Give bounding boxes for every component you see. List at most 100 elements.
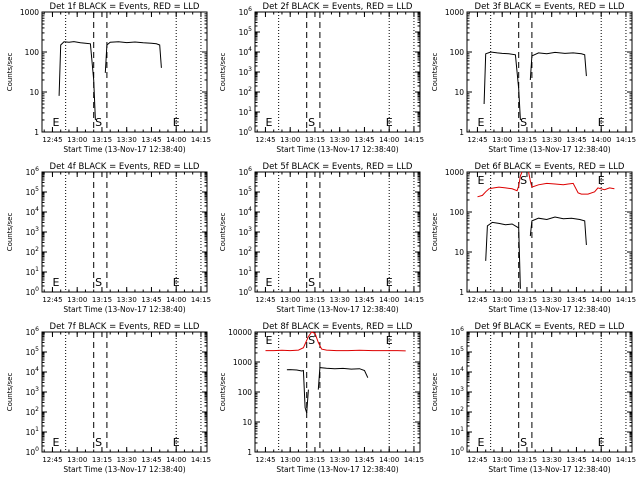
x-tick-label: 14:00 bbox=[591, 456, 611, 464]
y-tick-label: 10 bbox=[454, 248, 464, 257]
y-tick-label: 10 bbox=[454, 88, 464, 97]
y-axis-label: Counts/sec bbox=[6, 373, 14, 412]
detector-panel-4: Det 4f BLACK = Events, RED = LLD 100 101 10… bbox=[6, 162, 211, 314]
marker-label: E bbox=[598, 116, 605, 129]
marker-label: E bbox=[173, 436, 180, 449]
x-tick-label: 13:30 bbox=[330, 456, 350, 464]
x-axis-label: Start Time (13-Nov-17 12:38:40) bbox=[63, 465, 185, 474]
events-series-line bbox=[317, 367, 369, 390]
y-axis-label: Counts/sec bbox=[219, 213, 227, 252]
x-tick-label: 13:45 bbox=[354, 296, 374, 304]
x-tick-label: 13:45 bbox=[141, 136, 161, 144]
y-tick-label: 102 bbox=[239, 246, 253, 257]
lld-series-line bbox=[477, 171, 523, 198]
y-axis-label: Counts/sec bbox=[431, 373, 439, 412]
y-tick-label: 101 bbox=[451, 426, 465, 437]
x-tick-label: 13:00 bbox=[492, 456, 512, 464]
x-tick-label: 12:45 bbox=[42, 136, 62, 144]
y-tick-label: 1000 bbox=[445, 8, 464, 17]
y-tick-label: 103 bbox=[239, 226, 253, 237]
x-axis-label: Start Time (13-Nov-17 12:38:40) bbox=[488, 305, 610, 314]
x-tick-label: 14:15 bbox=[191, 456, 211, 464]
x-tick-label: 12:45 bbox=[255, 456, 275, 464]
y-tick-label: 102 bbox=[451, 406, 465, 417]
x-tick-label: 14:00 bbox=[591, 296, 611, 304]
y-axis-label: Counts/sec bbox=[6, 213, 14, 252]
y-axis-label: Counts/sec bbox=[219, 373, 227, 412]
x-tick-label: 12:45 bbox=[42, 296, 62, 304]
y-tick-label: 106 bbox=[451, 326, 465, 337]
x-tick-label: 14:15 bbox=[616, 136, 636, 144]
x-tick-label: 12:45 bbox=[467, 136, 487, 144]
plot-frame bbox=[41, 11, 208, 133]
y-tick-label: 100 bbox=[238, 388, 253, 397]
y-tick-label: 101 bbox=[239, 106, 253, 117]
y-tick-label: 101 bbox=[26, 426, 40, 437]
panel-title: Det 8f BLACK = Events, RED = LLD bbox=[263, 322, 413, 332]
y-tick-label: 105 bbox=[26, 346, 40, 357]
x-tick-label: 14:00 bbox=[379, 296, 399, 304]
marker-label: S bbox=[520, 436, 527, 449]
panel-title: Det 3f BLACK = Events, RED = LLD bbox=[475, 2, 625, 12]
marker-label: E bbox=[265, 116, 272, 129]
x-tick-label: 13:30 bbox=[542, 296, 562, 304]
x-tick-label: 14:15 bbox=[191, 136, 211, 144]
x-tick-label: 14:00 bbox=[166, 296, 186, 304]
y-tick-label: 100 bbox=[25, 48, 40, 57]
x-tick-label: 14:15 bbox=[404, 136, 424, 144]
marker-label: E bbox=[386, 116, 393, 129]
y-tick-label: 105 bbox=[451, 346, 465, 357]
y-tick-label: 10 bbox=[242, 418, 252, 427]
events-series-line bbox=[529, 216, 587, 246]
plot-frame bbox=[254, 171, 421, 293]
events-series-line bbox=[485, 221, 521, 289]
x-tick-label: 13:45 bbox=[566, 136, 586, 144]
x-tick-label: 14:00 bbox=[379, 136, 399, 144]
x-tick-label: 13:00 bbox=[67, 456, 87, 464]
x-tick-label: 12:45 bbox=[467, 296, 487, 304]
marker-label: S bbox=[520, 174, 527, 187]
x-tick-label: 13:00 bbox=[67, 136, 87, 144]
marker-label: E bbox=[598, 436, 605, 449]
y-tick-label: 100 bbox=[239, 126, 253, 137]
x-tick-label: 13:00 bbox=[280, 296, 300, 304]
x-tick-label: 13:45 bbox=[566, 456, 586, 464]
marker-label: E bbox=[265, 276, 272, 289]
x-tick-label: 13:00 bbox=[280, 136, 300, 144]
y-tick-label: 103 bbox=[26, 386, 40, 397]
y-axis-label: Counts/sec bbox=[6, 53, 14, 92]
detector-panel-9: Det 9f BLACK = Events, RED = LLD 100 101 10… bbox=[431, 322, 636, 474]
y-tick-label: 106 bbox=[239, 166, 253, 177]
y-tick-label: 104 bbox=[26, 206, 40, 217]
x-tick-label: 13:15 bbox=[92, 296, 112, 304]
x-tick-label: 12:45 bbox=[255, 136, 275, 144]
events-series-line bbox=[529, 51, 587, 81]
y-tick-label: 100 bbox=[26, 286, 40, 297]
marker-label: E bbox=[386, 276, 393, 289]
plot-frame bbox=[41, 171, 208, 293]
y-tick-label: 1000 bbox=[233, 358, 252, 367]
y-tick-label: 104 bbox=[239, 46, 253, 57]
panel-title: Det 4f BLACK = Events, RED = LLD bbox=[50, 162, 200, 172]
detector-panel-1: Det 1f BLACK = Events, RED = LLD 1 10 100 10… bbox=[6, 2, 211, 154]
y-tick-label: 100 bbox=[26, 446, 40, 457]
x-tick-label: 14:15 bbox=[404, 456, 424, 464]
y-tick-label: 1 bbox=[459, 288, 464, 297]
y-axis-label: Counts/sec bbox=[219, 53, 227, 92]
y-tick-label: 101 bbox=[26, 266, 40, 277]
plot-frame bbox=[466, 331, 633, 453]
lld-series-line bbox=[528, 171, 615, 195]
plot-frame bbox=[41, 331, 208, 453]
x-tick-label: 13:30 bbox=[117, 456, 137, 464]
x-tick-label: 13:30 bbox=[117, 136, 137, 144]
x-tick-label: 14:15 bbox=[616, 296, 636, 304]
detector-panel-2: Det 2f BLACK = Events, RED = LLD 100 101 10… bbox=[219, 2, 424, 154]
x-tick-label: 13:15 bbox=[92, 136, 112, 144]
x-tick-label: 13:30 bbox=[542, 456, 562, 464]
detector-panel-6: Det 6f BLACK = Events, RED = LLD 1 10 100 10… bbox=[431, 162, 636, 314]
x-tick-label: 14:15 bbox=[191, 296, 211, 304]
marker-label: S bbox=[308, 116, 315, 129]
x-tick-label: 13:30 bbox=[117, 296, 137, 304]
y-tick-label: 1 bbox=[459, 128, 464, 137]
